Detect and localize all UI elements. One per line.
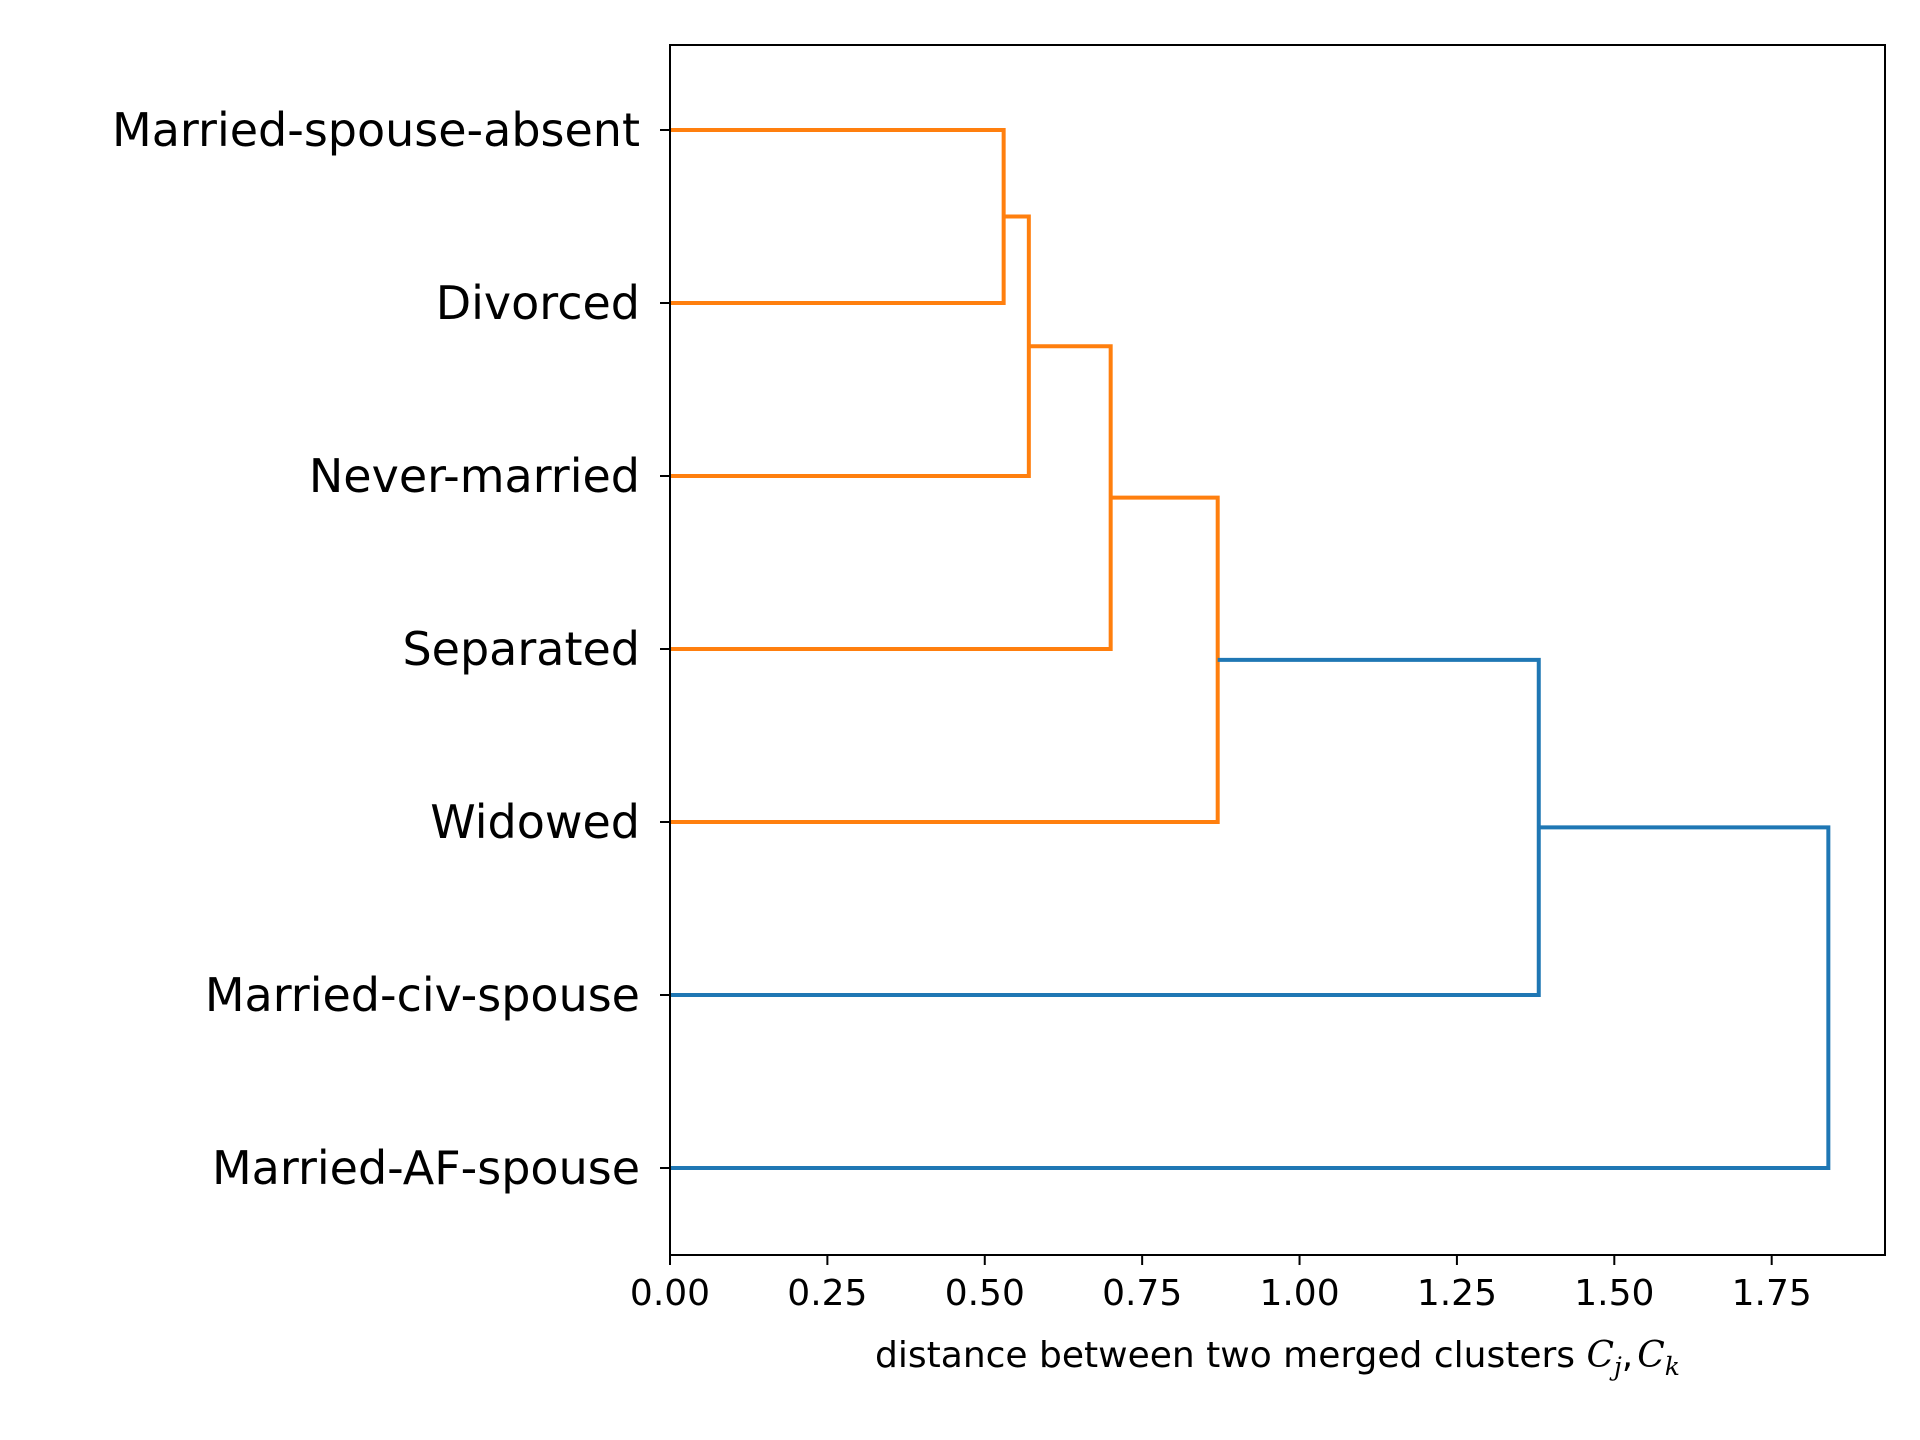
merge-link-1 (670, 128, 1006, 305)
y-axis: Married-spouse-absent Divorced Never-marri… (112, 103, 670, 1195)
merge-link-6 (670, 825, 1831, 1170)
x-tick-label: 1.50 (1574, 1273, 1654, 1314)
x-axis-title: distance between two merged clusters Cj,… (875, 1335, 1680, 1381)
x-tick-label: 1.75 (1732, 1273, 1812, 1314)
x-axis-title-sep: , (1622, 1335, 1633, 1376)
x-tick-label: 1.25 (1417, 1273, 1497, 1314)
x-tick-label: 0.25 (787, 1273, 867, 1314)
merge-link-2 (670, 214, 1031, 478)
x-tick-label: 0.00 (630, 1273, 710, 1314)
x-axis: 0.00 0.25 0.50 0.75 1.00 1.25 1.50 1.75 (630, 1255, 1812, 1314)
leaf-label: Married-spouse-absent (112, 103, 640, 157)
leaf-label: Never-married (309, 449, 640, 503)
leaf-label: Divorced (436, 276, 640, 330)
x-tick-label: 0.50 (945, 1273, 1025, 1314)
merge-link-3 (670, 344, 1113, 651)
leaf-label: Widowed (430, 795, 640, 849)
x-tick-label: 0.75 (1102, 1273, 1182, 1314)
merge-link-4 (670, 495, 1220, 824)
x-axis-title-text: distance between two merged clusters (875, 1335, 1575, 1376)
x-axis-title-ck: C (1637, 1335, 1665, 1376)
merge-link-5 (670, 657, 1541, 997)
x-tick-label: 1.00 (1259, 1273, 1339, 1314)
leaf-label: Separated (402, 622, 640, 676)
x-axis-title-cj: C (1586, 1335, 1614, 1376)
leaf-label: Married-civ-spouse (205, 968, 640, 1022)
leaf-label: Married-AF-spouse (212, 1141, 640, 1195)
x-axis-title-ck-sub: k (1665, 1352, 1680, 1381)
dendrogram-links (670, 128, 1831, 1170)
